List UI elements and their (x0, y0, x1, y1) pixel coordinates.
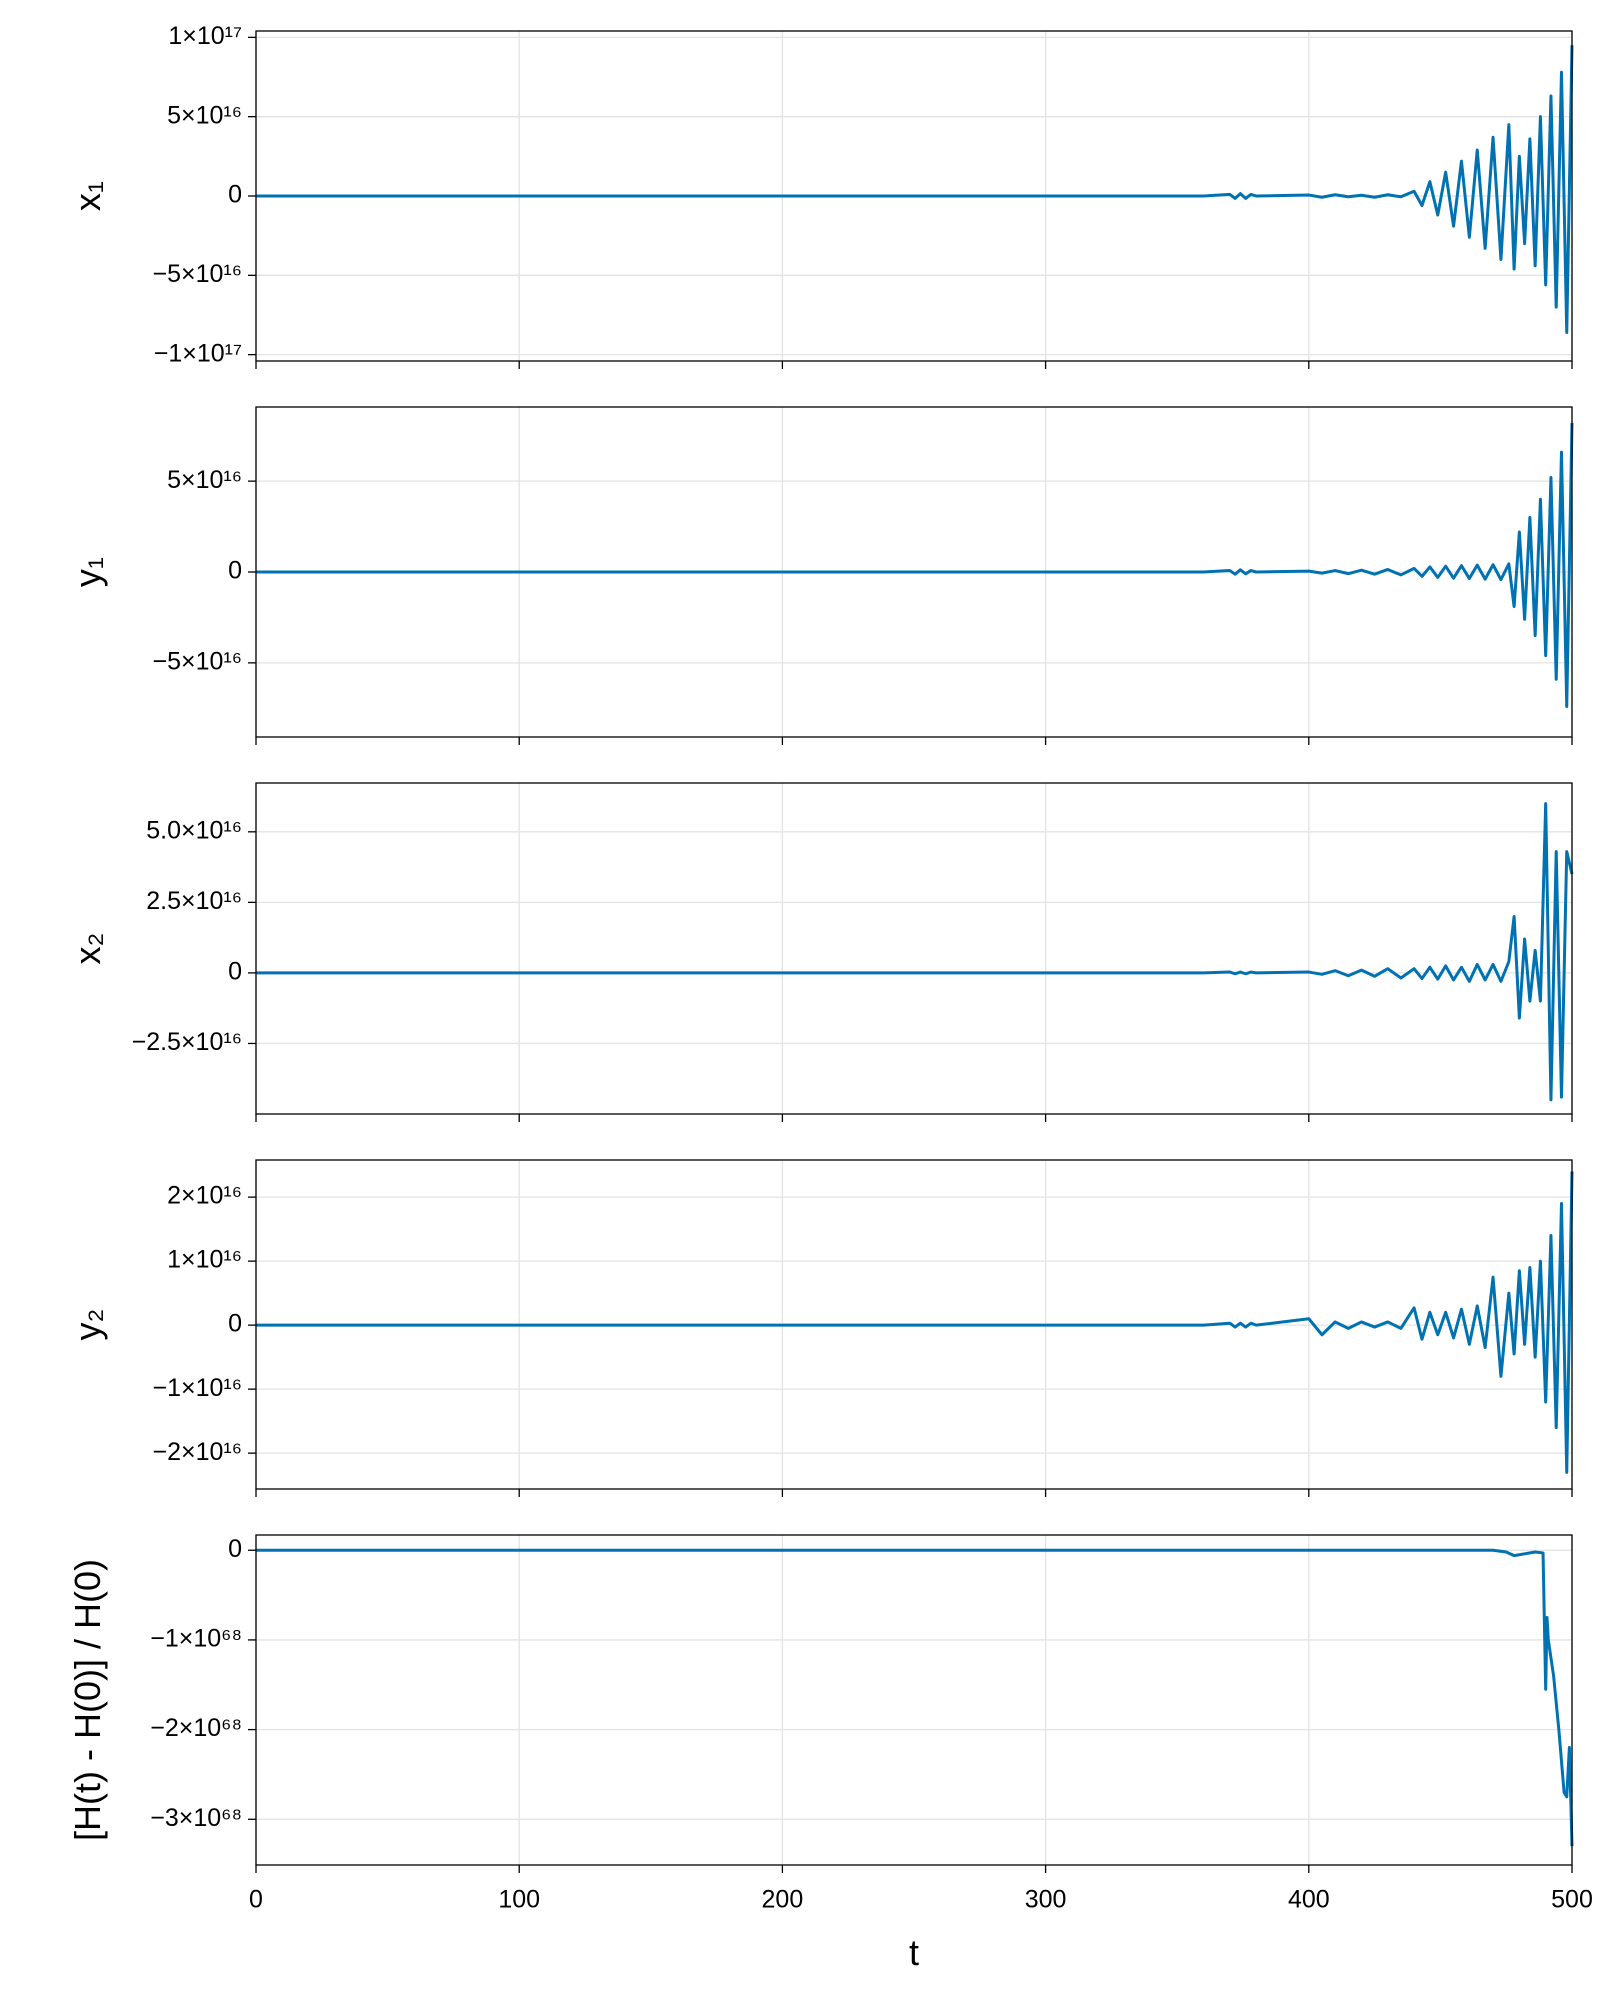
y-tick-label: 0 (228, 557, 242, 585)
y-tick-label: 2.5×10¹⁶ (146, 887, 242, 915)
data-line (256, 45, 1574, 334)
y-tick-label: −5×10¹⁶ (152, 647, 242, 675)
y-tick-label: 5.0×10¹⁶ (146, 816, 242, 844)
y-tick-label: 0 (228, 958, 242, 986)
y-tick-label: −2.5×10¹⁶ (132, 1028, 242, 1056)
y-tick-label: −5×10¹⁶ (152, 260, 242, 288)
y-axis-label: [H(t) - H(0)] / H(0) (67, 1559, 108, 1841)
y-tick-label: 0 (228, 181, 242, 209)
y-tick-label: 5×10¹⁶ (167, 466, 242, 494)
y-tick-label: 1×10¹⁷ (168, 22, 242, 50)
data-line (256, 802, 1574, 1102)
x-tick-label: 400 (1288, 1886, 1330, 1914)
y-axis-label: y₁ (67, 557, 108, 587)
data-line (256, 1171, 1574, 1474)
x-tick-label: 100 (498, 1886, 540, 1914)
y-tick-label: 0 (228, 1310, 242, 1338)
y-tick-label: −2×10⁶⁸ (150, 1714, 242, 1742)
plot-frame (255, 406, 1573, 738)
plot-frame (255, 1159, 1573, 1490)
x-tick-label: 0 (249, 1886, 263, 1914)
x-tick-label: 200 (762, 1886, 804, 1914)
y-axis-label: x₂ (67, 933, 108, 965)
plot-frame (255, 30, 1573, 362)
x-tick-label: 500 (1551, 1886, 1593, 1914)
data-line (256, 422, 1574, 708)
y-tick-label: −1×10¹⁶ (152, 1374, 242, 1402)
y-axis-label: x₁ (67, 181, 108, 211)
x-tick-label: 300 (1025, 1886, 1067, 1914)
plot-frame (255, 1534, 1573, 1866)
x-axis-label: t (909, 1932, 919, 1973)
y-tick-label: −1×10⁶⁸ (150, 1625, 242, 1653)
y-tick-label: −2×10¹⁶ (152, 1438, 242, 1466)
plot-frame (255, 782, 1573, 1115)
y-tick-label: 2×10¹⁶ (167, 1182, 242, 1210)
y-tick-label: 1×10¹⁶ (167, 1246, 242, 1274)
y-tick-label: −3×10⁶⁸ (150, 1804, 242, 1832)
data-line (256, 1548, 1574, 1847)
y-tick-label: −1×10¹⁷ (154, 339, 242, 367)
y-tick-label: 5×10¹⁶ (167, 101, 242, 129)
y-tick-label: 0 (228, 1535, 242, 1563)
y-axis-label: y₂ (67, 1309, 108, 1341)
